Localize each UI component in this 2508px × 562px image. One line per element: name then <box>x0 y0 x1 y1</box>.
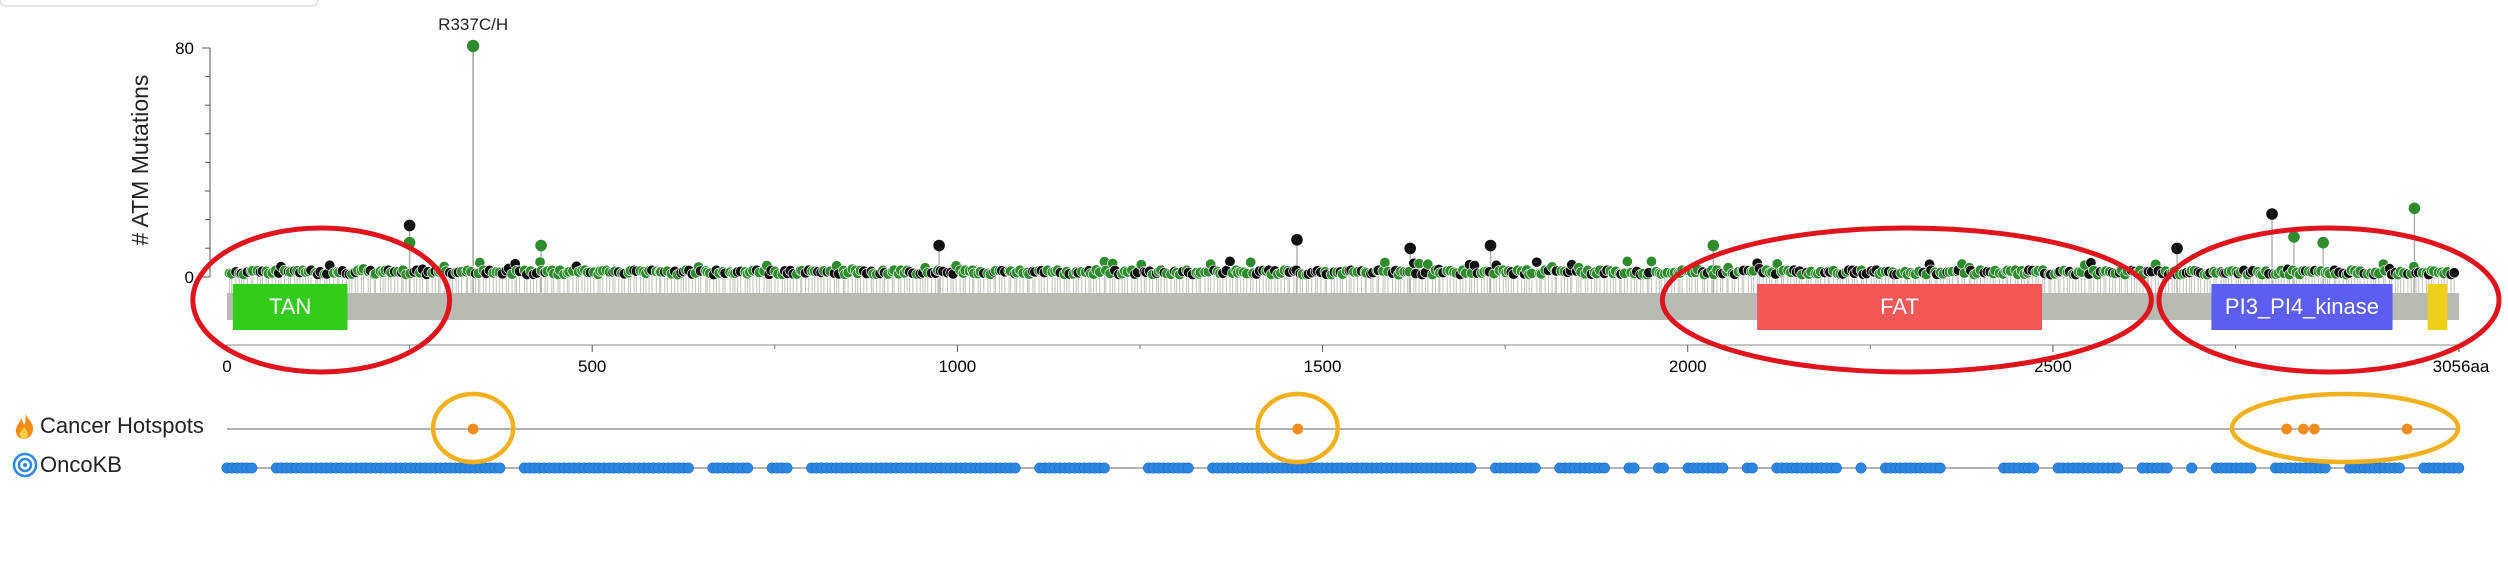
mutation-point <box>1224 255 1236 267</box>
oncokb-marker <box>781 462 793 474</box>
mutation-point <box>1484 239 1497 252</box>
track-cancer-hotspots: Cancer Hotspots <box>15 413 2459 439</box>
hotspot-point <box>466 39 480 53</box>
oncokb-marker <box>1746 462 1758 474</box>
mutation-point <box>1422 258 1434 270</box>
search-box-edge <box>0 0 319 7</box>
hotspot-mutation-label: R337C/H <box>438 15 508 34</box>
hotspot-marker <box>2401 423 2413 435</box>
oncokb-marker <box>1830 462 1842 474</box>
track-label-cancer-hotspots: Cancer Hotspots <box>40 413 204 438</box>
oncokb-marker <box>2393 462 2405 474</box>
oncokb-marker <box>1182 462 1194 474</box>
domain-pi3_pi4_kinase <box>2211 284 2393 330</box>
oncokb-marker <box>1098 462 1110 474</box>
flame-icon <box>15 413 34 439</box>
highlight-ellipse <box>190 225 453 375</box>
protein-backbone <box>227 293 2459 320</box>
oncokb-marker <box>1855 462 1867 474</box>
mutation-point <box>403 219 416 232</box>
oncokb-marker <box>682 462 694 474</box>
oncokb-marker <box>1717 462 1729 474</box>
oncokb-marker <box>1009 462 1021 474</box>
mutation-point <box>1645 255 1657 267</box>
oncokb-marker <box>2453 462 2465 474</box>
x-end-label: 3056aa <box>2433 357 2490 376</box>
highlight-ellipse <box>1255 391 1340 465</box>
oncokb-marker <box>2245 462 2257 474</box>
highlight-ellipse <box>2229 391 2461 465</box>
domain-tan <box>232 284 348 330</box>
mutation-point <box>2317 236 2329 249</box>
mutation-point <box>1404 242 1416 255</box>
domain-unnamed <box>2427 284 2448 330</box>
oncokb-marker <box>2319 462 2331 474</box>
domain-label: FAT <box>1880 294 1919 319</box>
y-tick-label: 0 <box>185 268 194 287</box>
highlight-ellipse <box>430 391 516 465</box>
hotspot-marker <box>467 423 479 435</box>
oncokb-marker <box>2186 462 2198 474</box>
domain-label: TAN <box>269 294 311 319</box>
mutation-point <box>1291 233 1303 246</box>
mutation-point <box>1531 256 1543 268</box>
domain-fat <box>1757 284 2042 330</box>
x-tick-label: 1500 <box>1304 357 1342 376</box>
mutation-point <box>2171 242 2183 255</box>
oncokb-marker <box>1465 462 1477 474</box>
oncokb-marker <box>2112 462 2124 474</box>
oncokb-marker <box>2028 462 2040 474</box>
mutation-point <box>2266 208 2278 220</box>
mutation-point <box>2408 202 2421 215</box>
oncokb-marker <box>494 462 506 474</box>
oncokb-marker <box>742 462 754 474</box>
hotspot-marker <box>2281 423 2293 435</box>
oncokb-target-icon <box>12 452 38 478</box>
track-oncokb: OncoKB <box>12 452 2465 478</box>
oncokb-marker <box>1657 462 1669 474</box>
oncokb-marker <box>1934 462 1946 474</box>
x-tick-label: 2000 <box>1669 357 1707 376</box>
oncokb-marker <box>246 462 258 474</box>
y-axis-label: # ATM Mutations <box>127 75 153 246</box>
mutation-point <box>535 239 547 252</box>
hotspot-marker <box>2308 423 2320 435</box>
highlight-ellipse <box>1659 225 2154 375</box>
domain-label: PI3_PI4_kinase <box>2225 294 2379 319</box>
hotspot-marker <box>2298 423 2309 435</box>
mutation-point <box>1245 256 1257 268</box>
oncokb-marker <box>1529 462 1541 474</box>
mutation-point <box>1707 239 1720 252</box>
track-label-oncokb: OncoKB <box>40 452 122 477</box>
x-tick-label: 500 <box>578 357 606 376</box>
hotspot-marker <box>1292 423 1304 435</box>
y-tick-label: 80 <box>175 39 194 58</box>
x-tick-label: 0 <box>222 357 231 376</box>
mutation-point <box>2448 267 2460 279</box>
highlight-ellipse <box>2156 225 2502 375</box>
oncokb-marker <box>2161 462 2173 474</box>
oncokb-marker <box>1598 462 1610 474</box>
oncokb-marker <box>1628 462 1640 474</box>
mutation-point <box>1621 255 1633 267</box>
mutation-point <box>2288 231 2300 243</box>
x-tick-label: 1000 <box>938 357 976 376</box>
mutation-point <box>933 239 945 252</box>
